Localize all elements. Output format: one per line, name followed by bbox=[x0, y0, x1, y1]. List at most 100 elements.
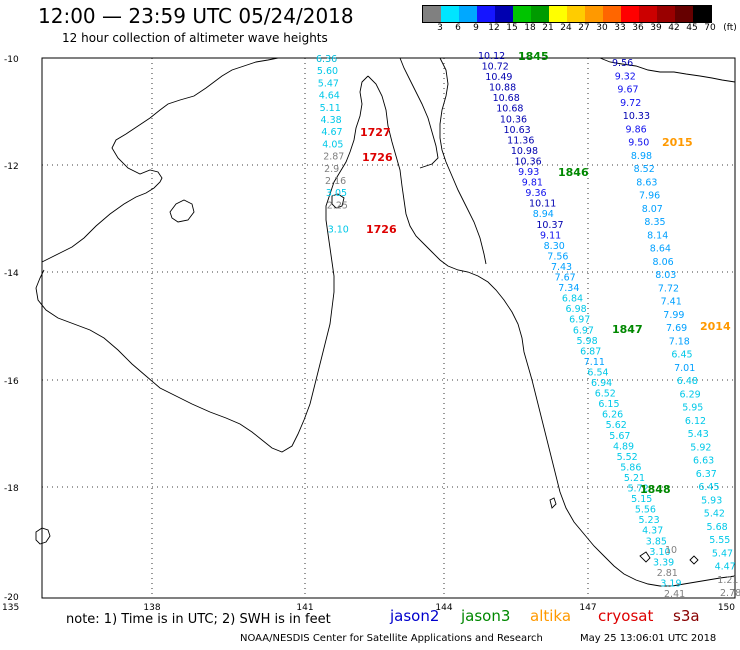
color-scale-label: 30 bbox=[596, 23, 608, 33]
jason2-wave-height: 5.52 bbox=[617, 452, 638, 463]
altika-wave-height: 5.68 bbox=[707, 522, 728, 533]
latitude-label: -16 bbox=[4, 377, 19, 387]
jason2-wave-height: 6.84 bbox=[562, 294, 583, 305]
jason2-wave-height: 2.41 bbox=[664, 589, 685, 600]
altika-wave-height: 8.07 bbox=[642, 204, 663, 215]
jason2-wave-height: 4.37 bbox=[642, 526, 663, 537]
jason2-wave-height: 3.19 bbox=[660, 578, 681, 589]
cryosat-wave-height: 5.11 bbox=[320, 103, 341, 114]
coastline bbox=[35, 57, 736, 587]
altika-wave-height: 9.72 bbox=[620, 98, 641, 109]
jason2-wave-height: 5.62 bbox=[606, 420, 627, 431]
altika-wave-height: 2.78 bbox=[720, 588, 740, 599]
latitude-label: -18 bbox=[4, 484, 19, 494]
cryosat-wave-height: 3.05 bbox=[326, 188, 347, 199]
color-swatch bbox=[423, 6, 441, 22]
color-scale-label: 18 bbox=[524, 23, 536, 33]
altika-wave-height: 8.63 bbox=[636, 177, 657, 188]
map-frame bbox=[41, 57, 736, 599]
pass-time-label: 2014 bbox=[700, 320, 731, 333]
cryosat-wave-height: 5.60 bbox=[317, 66, 338, 77]
jason2-wave-height: 10.98 bbox=[511, 146, 538, 157]
pass-time-label: 1845 bbox=[518, 50, 549, 63]
color-swatch bbox=[639, 6, 657, 22]
jason2-wave-height: 3.39 bbox=[653, 557, 674, 568]
altika-wave-height: 8.14 bbox=[647, 230, 668, 241]
color-swatch bbox=[513, 6, 531, 22]
altika-wave-height: 9.32 bbox=[615, 71, 636, 82]
jason2-wave-height: 8.30 bbox=[544, 241, 565, 252]
altika-wave-height: 7.41 bbox=[661, 297, 682, 308]
altika-wave-height: 8.06 bbox=[653, 257, 674, 268]
jason2-wave-height: 2.81 bbox=[657, 568, 678, 579]
cryosat-wave-height: 2.87 bbox=[323, 152, 344, 163]
altika-wave-height: 9.67 bbox=[617, 85, 638, 96]
pass-time-label: 1847 bbox=[612, 323, 643, 336]
jason2-wave-height: 7.56 bbox=[547, 251, 568, 262]
jason2-wave-height: 6.94 bbox=[591, 378, 612, 389]
altika-wave-height: 6.37 bbox=[696, 469, 717, 480]
altika-wave-height: 7.99 bbox=[663, 310, 684, 321]
jason2-wave-height: 10.63 bbox=[504, 125, 531, 136]
altika-wave-height: 7.18 bbox=[669, 336, 690, 347]
pass-time-label: 1727 bbox=[360, 126, 391, 139]
jason2-wave-height: 10.68 bbox=[496, 104, 523, 115]
jason2-wave-height: 6.15 bbox=[598, 399, 619, 410]
color-swatch bbox=[675, 6, 693, 22]
altika-wave-height: 10.33 bbox=[623, 111, 650, 122]
longitude-label: 150 bbox=[718, 603, 735, 613]
legend-s3a: s3a bbox=[673, 607, 700, 625]
color-swatch bbox=[567, 6, 585, 22]
jason2-wave-height: 5.23 bbox=[638, 515, 659, 526]
jason2-wave-height: 5.67 bbox=[609, 431, 630, 442]
jason2-wave-height: 7.67 bbox=[555, 273, 576, 284]
cryosat-wave-height: 4.38 bbox=[321, 115, 342, 126]
jason2-wave-height: 10.72 bbox=[482, 62, 509, 73]
color-swatch bbox=[585, 6, 603, 22]
altika-wave-height: 5.55 bbox=[709, 535, 730, 546]
longitude-label: 147 bbox=[579, 603, 596, 613]
longitude-label: 135 bbox=[2, 603, 19, 613]
jason2-wave-height: 3.10 bbox=[649, 547, 670, 558]
jason2-wave-height: 9.81 bbox=[522, 178, 543, 189]
jason2-wave-height: 5.21 bbox=[624, 473, 645, 484]
color-scale-label: 21 bbox=[542, 23, 554, 33]
cryosat-wave-height: 4.64 bbox=[319, 91, 340, 102]
color-scale-label: 12 bbox=[488, 23, 500, 33]
color-swatch bbox=[549, 6, 567, 22]
jason2-wave-height: 9.11 bbox=[540, 230, 561, 241]
credit-line: NOAA/NESDIS Center for Satellite Applica… bbox=[240, 633, 543, 644]
chart-subtitle: 12 hour collection of altimeter wave hei… bbox=[62, 31, 328, 45]
jason2-wave-height: 4.89 bbox=[613, 441, 634, 452]
color-scale-label: 9 bbox=[473, 23, 479, 33]
altika-wave-height: 9.56 bbox=[612, 58, 633, 69]
altika-wave-height: 7.72 bbox=[658, 283, 679, 294]
legend-jason3: jason3 bbox=[461, 607, 511, 625]
color-swatch bbox=[693, 6, 711, 22]
color-swatch bbox=[441, 6, 459, 22]
altika-wave-height: 8.64 bbox=[650, 244, 671, 255]
altika-wave-height: 5.95 bbox=[682, 403, 703, 414]
altika-wave-height: 8.03 bbox=[655, 270, 676, 281]
altika-wave-height: 6.45 bbox=[698, 482, 719, 493]
color-scale-label: 24 bbox=[560, 23, 572, 33]
wave-height-value: 10 bbox=[665, 545, 677, 556]
altika-wave-height: 5.42 bbox=[704, 509, 725, 520]
color-scale-label: 42 bbox=[668, 23, 680, 33]
altimeter-tracks: 6.365.605.474.645.114.384.674.052.872.92… bbox=[316, 50, 740, 600]
pass-time-label: 1726 bbox=[366, 223, 397, 236]
cryosat-wave-height: 6.36 bbox=[316, 54, 337, 65]
color-scale-label: 39 bbox=[650, 23, 662, 33]
altika-wave-height: 1.21 bbox=[717, 575, 738, 586]
longitude-label: 141 bbox=[296, 603, 313, 613]
altika-wave-height: 7.01 bbox=[674, 363, 695, 374]
altika-wave-height: 6.12 bbox=[685, 416, 706, 427]
cryosat-wave-height: 2.16 bbox=[325, 176, 346, 187]
color-swatch bbox=[459, 6, 477, 22]
color-scale-label: 15 bbox=[506, 23, 518, 33]
cryosat-wave-height: 3.10 bbox=[328, 225, 349, 236]
jason2-wave-height: 5.56 bbox=[635, 505, 656, 516]
color-scale-label: 27 bbox=[578, 23, 590, 33]
color-swatch bbox=[531, 6, 549, 22]
